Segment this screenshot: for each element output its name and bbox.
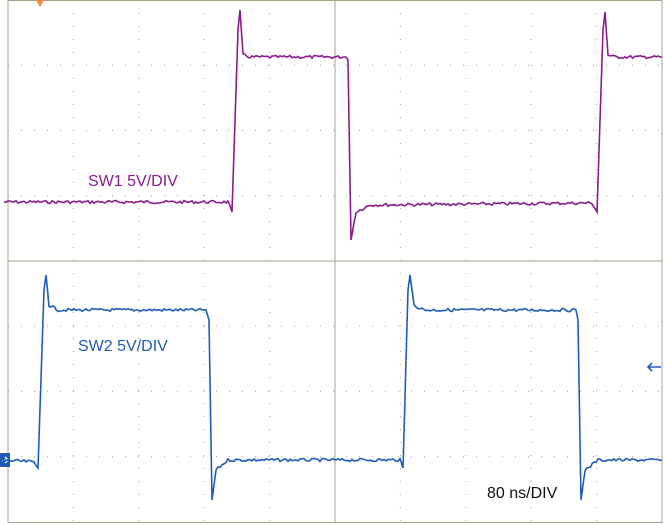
timebase-label: 80 ns/DIV — [487, 485, 558, 502]
level-arrow — [646, 362, 661, 372]
sw1-waveform — [3, 9, 663, 241]
trace-label: SW2 5V/DIV — [78, 338, 168, 355]
graticule-frame — [7, 0, 663, 523]
trigger-marker — [36, 0, 44, 7]
trace-label: SW1 5V/DIV — [88, 173, 178, 190]
sw2-waveform — [0, 274, 663, 501]
graticule — [7, 0, 663, 523]
